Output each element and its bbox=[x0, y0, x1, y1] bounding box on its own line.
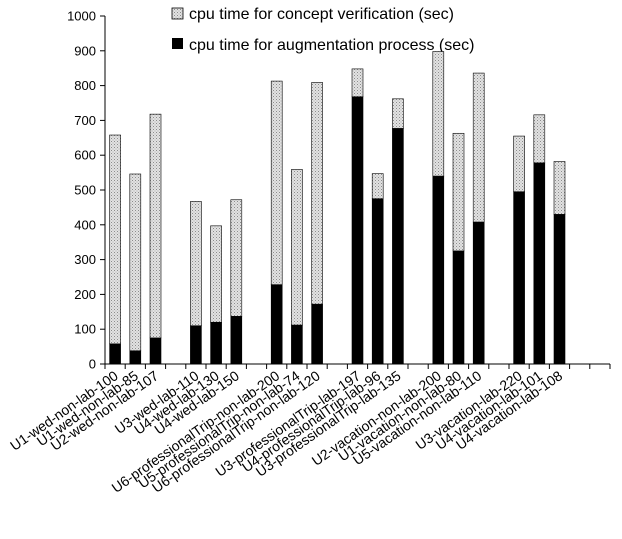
bar-segment-augmentation bbox=[190, 325, 202, 365]
x-category-label: U1-wed-non-lab-85 bbox=[34, 367, 142, 449]
bar-segment-augmentation bbox=[513, 191, 525, 365]
legend-label-augmentation: cpu time for augmentation process (sec) bbox=[189, 37, 474, 54]
bars bbox=[109, 51, 566, 365]
y-tick-label: 100 bbox=[74, 322, 96, 337]
bar-segment-augmentation bbox=[371, 198, 384, 365]
legend-item-augmentation: cpu time for augmentation process (sec) bbox=[172, 37, 474, 54]
bar-segment-concept-verification bbox=[291, 169, 303, 326]
x-axis: U1-wed-non-lab-100U1-wed-non-lab-85U2-we… bbox=[7, 363, 611, 496]
bar-segment-concept-verification bbox=[432, 51, 445, 177]
legend-swatch-concept-verification bbox=[171, 7, 184, 20]
bar-segment-augmentation bbox=[472, 221, 485, 365]
bar-segment-augmentation bbox=[210, 321, 222, 365]
bar-segment-augmentation bbox=[230, 316, 243, 365]
y-tick-label: 800 bbox=[74, 78, 96, 93]
legend-swatch-augmentation bbox=[172, 38, 183, 49]
bar-segment-concept-verification bbox=[533, 114, 546, 164]
bar-segment-concept-verification bbox=[392, 98, 404, 129]
bar-segment-augmentation bbox=[432, 175, 445, 365]
bar-segment-augmentation bbox=[311, 303, 323, 365]
bar-segment-concept-verification bbox=[230, 199, 243, 317]
y-tick-label: 700 bbox=[74, 113, 96, 128]
bar-segment-augmentation bbox=[109, 343, 121, 365]
y-tick-label: 200 bbox=[74, 287, 96, 302]
legend-label-concept-verification: cpu time for concept verification (sec) bbox=[189, 6, 454, 23]
y-tick-label: 600 bbox=[74, 148, 96, 163]
bar-segment-concept-verification bbox=[109, 134, 121, 345]
bar-segment-augmentation bbox=[452, 250, 465, 365]
legend-item-concept-verification: cpu time for concept verification (sec) bbox=[171, 6, 454, 23]
bar-segment-augmentation bbox=[149, 337, 162, 365]
bar-segment-concept-verification bbox=[553, 161, 566, 215]
legend: cpu time for concept verification (sec) … bbox=[171, 6, 474, 54]
bar-segment-concept-verification bbox=[452, 132, 465, 252]
bar-segment-concept-verification bbox=[190, 201, 202, 327]
bar-segment-augmentation bbox=[351, 96, 364, 365]
y-tick-label: 500 bbox=[74, 183, 96, 198]
bar-segment-concept-verification bbox=[371, 173, 384, 199]
bar-segment-augmentation bbox=[533, 162, 546, 365]
y-tick-label: 1000 bbox=[67, 9, 96, 24]
bar-segment-augmentation bbox=[129, 350, 142, 365]
bar-segment-augmentation bbox=[392, 128, 404, 365]
y-tick-label: 400 bbox=[74, 217, 96, 232]
y-tick-label: 300 bbox=[74, 252, 96, 267]
bar-segment-concept-verification bbox=[472, 72, 485, 223]
bar-segment-augmentation bbox=[291, 324, 303, 365]
y-tick-label: 0 bbox=[89, 357, 96, 372]
bar-segment-concept-verification bbox=[513, 135, 525, 193]
bar-segment-concept-verification bbox=[129, 173, 142, 352]
y-tick-label: 900 bbox=[74, 43, 96, 58]
bar-segment-concept-verification bbox=[351, 68, 364, 98]
y-axis: 0 100 200 300 400 500 600 700 800 900 1000 bbox=[67, 9, 106, 372]
bar-segment-concept-verification bbox=[270, 80, 283, 285]
bar-segment-concept-verification bbox=[149, 113, 162, 339]
bar-segment-augmentation bbox=[270, 284, 283, 365]
bar-segment-augmentation bbox=[553, 214, 566, 365]
bar-segment-concept-verification bbox=[311, 82, 323, 305]
bar-segment-concept-verification bbox=[210, 225, 222, 323]
